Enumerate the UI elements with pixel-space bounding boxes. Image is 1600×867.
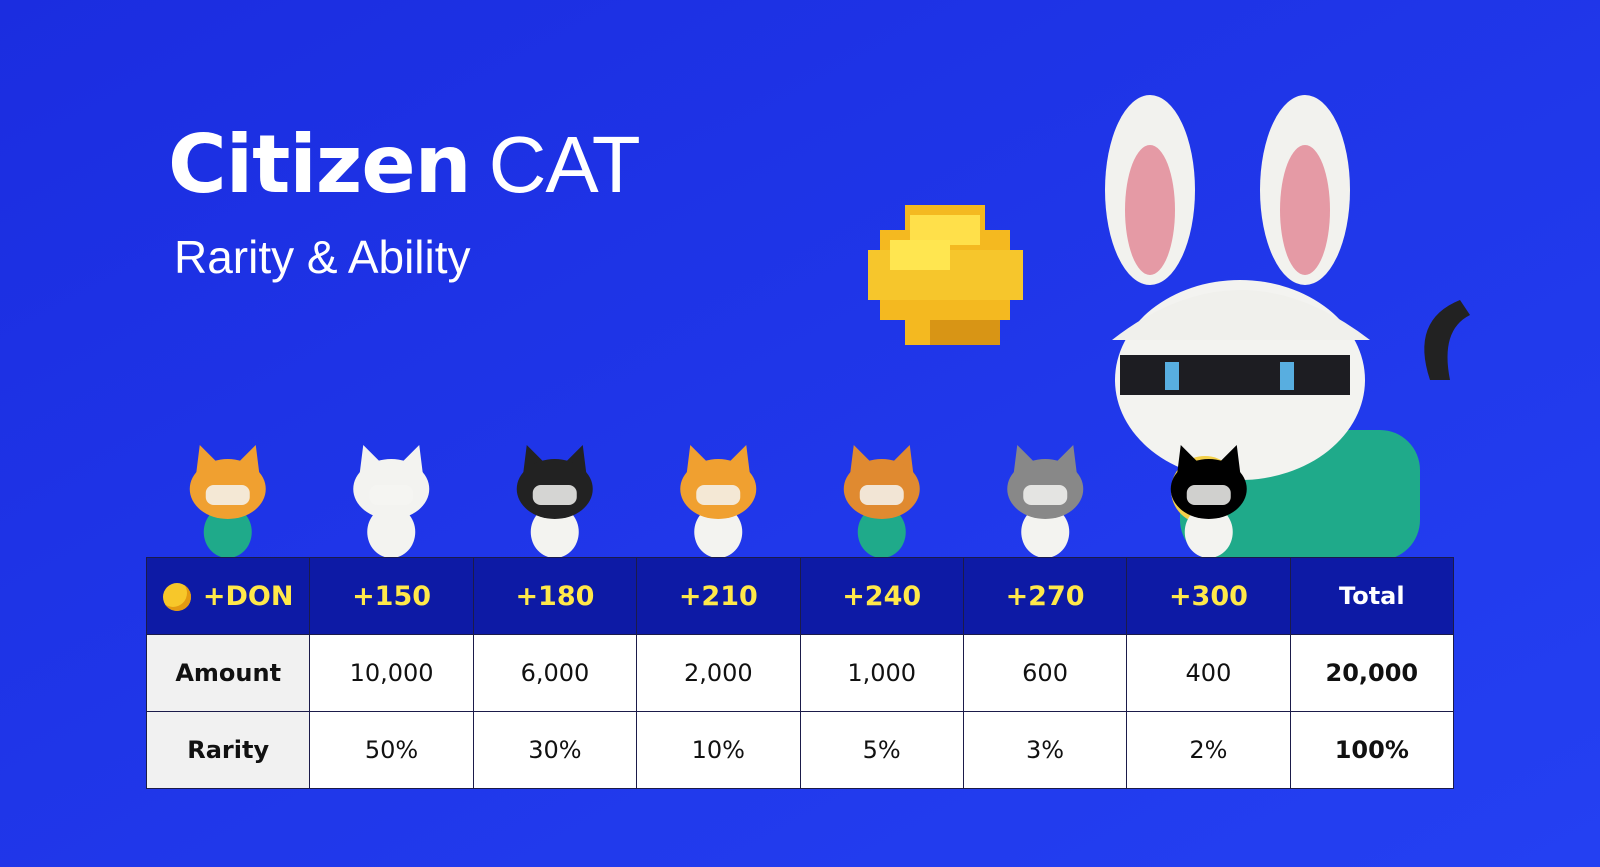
header-text: +300 [1168,580,1248,612]
small-cats [189,445,1247,558]
header-text: +210 [678,580,758,612]
cat-face [1186,485,1231,505]
title-light: CAT [488,120,641,209]
title: Citizen CAT [168,118,641,211]
header-cell: +210 [636,557,801,635]
header-cell: +270 [962,557,1128,635]
table-cell: 30% [472,711,638,789]
subtitle: Rarity & Ability [174,231,471,283]
table-cell: 600 [962,634,1128,712]
cat-face [859,485,904,505]
header-text: +DON [202,580,294,612]
header-cell: +240 [799,557,964,635]
cat-body [1184,506,1233,558]
table-cell: 2% [1126,711,1291,789]
table-row: Rarity 50% 30% 10% 5% 3% 2% 100% [145,711,1455,789]
small-cat [680,445,757,558]
table-cell: 10% [636,711,801,789]
small-cat [516,445,593,558]
cat-face [205,485,250,505]
cat-face [1023,485,1068,505]
table-cell: 2,000 [636,634,801,712]
table-cell: 400 [1126,634,1291,712]
cat-body [367,506,416,558]
cat-body [203,506,252,558]
header-text: +270 [1005,580,1085,612]
header-cell: +300 [1126,557,1291,635]
header-text: +180 [515,580,595,612]
coin-icon [162,583,191,611]
header-text: Total [1339,582,1405,610]
cat-face [369,485,414,505]
table-cell: 3% [962,711,1128,789]
header-text: +240 [842,580,922,612]
small-cat [843,445,920,558]
header-row: +DON +150 +180 +210 +240 +270 +300 Total [145,557,1455,635]
rarity-table: +DON +150 +180 +210 +240 +270 +300 Total Amount 1… [145,557,1455,789]
header-cell: Total [1289,557,1455,635]
table-cell: 50% [309,711,474,789]
header-cell: +DON [145,557,311,635]
header-cell: +150 [309,557,474,635]
table-row: Amount 10,000 6,000 2,000 1,000 600 400 20,000 [145,634,1455,712]
small-cat [1007,445,1084,558]
table-cell: 10,000 [309,634,474,712]
cat-body [694,506,743,558]
cat-body [1021,506,1070,558]
pixel-coin [868,205,1023,345]
small-cat [353,445,430,558]
cat-body [530,506,579,558]
cat-face [696,485,741,505]
cat-face [532,485,577,505]
cat-body [857,506,906,558]
table-cell: 1,000 [799,634,964,712]
header-cell: +180 [472,557,638,635]
row-label: Amount [145,634,311,712]
row-label: Rarity [145,711,311,789]
table-cell: 100% [1289,711,1455,789]
header-text: +150 [352,580,432,612]
table-cell: 6,000 [472,634,638,712]
title-bold: Citizen [168,118,472,211]
table-cell: 5% [799,711,964,789]
table-cell: 20,000 [1289,634,1455,712]
small-cat [189,445,266,558]
small-cat [1170,445,1247,558]
